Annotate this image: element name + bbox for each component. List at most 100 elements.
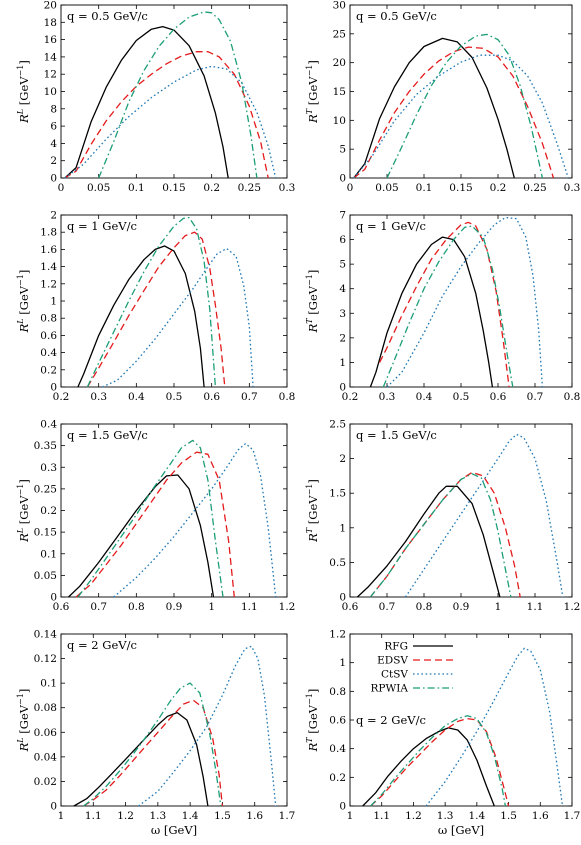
y-axis-label: RL [GeV−1] bbox=[16, 60, 31, 124]
plot-frame bbox=[60, 423, 288, 598]
x-tick-label: 0.2 bbox=[342, 391, 359, 403]
panel-label: q = 0.5 GeV/c bbox=[67, 9, 148, 23]
series-line-ctsv bbox=[386, 216, 544, 388]
series-line-rfg bbox=[353, 37, 515, 179]
x-tick-label: 0.6 bbox=[53, 601, 70, 613]
plot-frame bbox=[349, 423, 573, 598]
y-tick-label: 0 bbox=[50, 173, 57, 185]
y-tick-label: 20 bbox=[44, 0, 57, 12]
series-line-rpwia bbox=[382, 225, 514, 388]
y-tick-label: 30 bbox=[333, 0, 346, 12]
y-tick-label: 8 bbox=[50, 103, 57, 115]
series-line-ctsv bbox=[64, 65, 277, 179]
y-tick-label: 0.25 bbox=[34, 483, 57, 495]
x-tick-label: 1.3 bbox=[437, 810, 454, 822]
x-tick-label: 1 bbox=[495, 601, 502, 613]
y-axis-label: RL [GeV−1] bbox=[16, 479, 31, 543]
y-tick-label: 0.5 bbox=[329, 557, 346, 569]
y-tick-label: 2 bbox=[50, 210, 57, 222]
y-tick-label: 0 bbox=[50, 592, 57, 604]
x-tick-label: 1.2 bbox=[564, 601, 581, 613]
series-line-ctsv bbox=[404, 433, 564, 598]
legend-label: CtSV bbox=[381, 669, 408, 681]
series-line-rpwia bbox=[86, 216, 217, 388]
x-tick-label: 1.1 bbox=[85, 810, 102, 822]
x-tick-label: 1.5 bbox=[500, 810, 517, 822]
x-tick-label: 1.4 bbox=[469, 810, 486, 822]
series-line-rfg bbox=[64, 25, 229, 179]
plot-frame bbox=[60, 633, 288, 807]
series-line-ctsv bbox=[102, 247, 254, 388]
y-tick-label: 2 bbox=[50, 155, 57, 167]
y-tick-label: 0.1 bbox=[40, 678, 57, 690]
x-tick-label: 1.7 bbox=[279, 810, 296, 822]
x-tick-label: 1.5 bbox=[214, 810, 231, 822]
y-tick-label: 1.6 bbox=[40, 244, 57, 256]
x-tick-label: 0.8 bbox=[279, 391, 296, 403]
x-tick-label: 0.5 bbox=[166, 391, 183, 403]
x-tick-label: 0.8 bbox=[564, 391, 581, 403]
y-axis-label: RT [GeV−1] bbox=[305, 689, 320, 753]
plot-frame bbox=[349, 214, 573, 388]
y-tick-label: 14 bbox=[44, 51, 58, 63]
x-tick-label: 0.5 bbox=[453, 391, 470, 403]
panel-label: q = 1 GeV/c bbox=[356, 219, 426, 233]
x-tick-label: 1.6 bbox=[532, 810, 549, 822]
y-tick-label: 20 bbox=[333, 57, 346, 69]
y-tick-label: 0 bbox=[339, 173, 346, 185]
y-tick-label: 1.5 bbox=[329, 488, 346, 500]
legend-label: EDSV bbox=[377, 655, 408, 667]
y-tick-label: 0 bbox=[339, 592, 346, 604]
y-axis-label: RT [GeV−1] bbox=[305, 270, 320, 334]
y-tick-label: 5 bbox=[339, 259, 346, 271]
panel-label: q = 0.5 GeV/c bbox=[356, 9, 437, 23]
x-tick-label: 0 bbox=[58, 182, 65, 194]
y-tick-label: 4 bbox=[50, 138, 57, 150]
panel-label: q = 2 GeV/c bbox=[356, 713, 426, 727]
y-tick-label: 15 bbox=[333, 86, 346, 98]
x-tick-label: 0.7 bbox=[379, 601, 396, 613]
series-line-rfg bbox=[362, 727, 495, 807]
y-tick-label: 1 bbox=[339, 657, 346, 669]
x-tick-label: 0.3 bbox=[90, 391, 107, 403]
series-line-edsv bbox=[370, 717, 510, 807]
series-line-rfg bbox=[369, 236, 494, 388]
panel-2-L: 0.2 0.3 0.4 0.5 0.6 0.7 0.800.20.40.60.811.21.… bbox=[16, 210, 295, 404]
x-tick-label: 1.2 bbox=[279, 601, 296, 613]
y-tick-label: 0 bbox=[50, 801, 57, 813]
panel-4-L: 1 1.1 1.2 1.3 1.4 1.5 1.6 1.7 0 0.02 0.04 0.06 0.08 0… bbox=[16, 629, 295, 838]
y-tick-label: 6 bbox=[339, 234, 346, 246]
x-tick-label: 0.8 bbox=[416, 601, 433, 613]
y-tick-label: 0 bbox=[339, 382, 346, 394]
y-tick-label: 0.12 bbox=[34, 653, 57, 665]
y-tick-label: 1 bbox=[339, 357, 346, 369]
series-line-edsv bbox=[86, 231, 226, 388]
y-tick-label: 0.1 bbox=[40, 548, 57, 560]
panel-label: q = 1 GeV/c bbox=[67, 219, 137, 233]
y-tick-label: 0.06 bbox=[34, 727, 58, 739]
y-tick-label: 0.2 bbox=[40, 505, 57, 517]
x-tick-label: 0.7 bbox=[241, 391, 258, 403]
series-line-ctsv bbox=[353, 54, 569, 179]
y-tick-label: 10 bbox=[44, 86, 57, 98]
y-tick-label: 0.15 bbox=[34, 527, 57, 539]
series-line-ctsv bbox=[113, 442, 277, 598]
y-axis-label: RT [GeV−1] bbox=[305, 60, 320, 124]
x-axis-label: ω [GeV] bbox=[151, 823, 197, 837]
x-axis-label: ω [GeV] bbox=[438, 823, 484, 837]
x-tick-label: 1.4 bbox=[182, 810, 199, 822]
plot-frame bbox=[60, 214, 288, 388]
x-tick-label: 1.3 bbox=[150, 810, 167, 822]
legend-label: RFG bbox=[384, 641, 408, 653]
x-tick-label: 0.1 bbox=[416, 182, 433, 194]
panel-3-T: 0.6 0.7 0.8 0.9 1 1.1 1.2 0 0.5 1 1.5 2 2.5 q = 1.5 G… bbox=[305, 419, 580, 614]
x-tick-label: 0.15 bbox=[449, 182, 472, 194]
x-tick-label: 0.05 bbox=[87, 182, 110, 194]
x-tick-label: 0.05 bbox=[375, 182, 398, 194]
legend: RFG EDSV CtSV RPWIA bbox=[371, 641, 453, 695]
series-line-rfg bbox=[356, 485, 501, 598]
y-tick-label: 4 bbox=[339, 283, 346, 295]
x-tick-label: 0.1 bbox=[128, 182, 145, 194]
x-tick-label: 0.7 bbox=[90, 601, 107, 613]
